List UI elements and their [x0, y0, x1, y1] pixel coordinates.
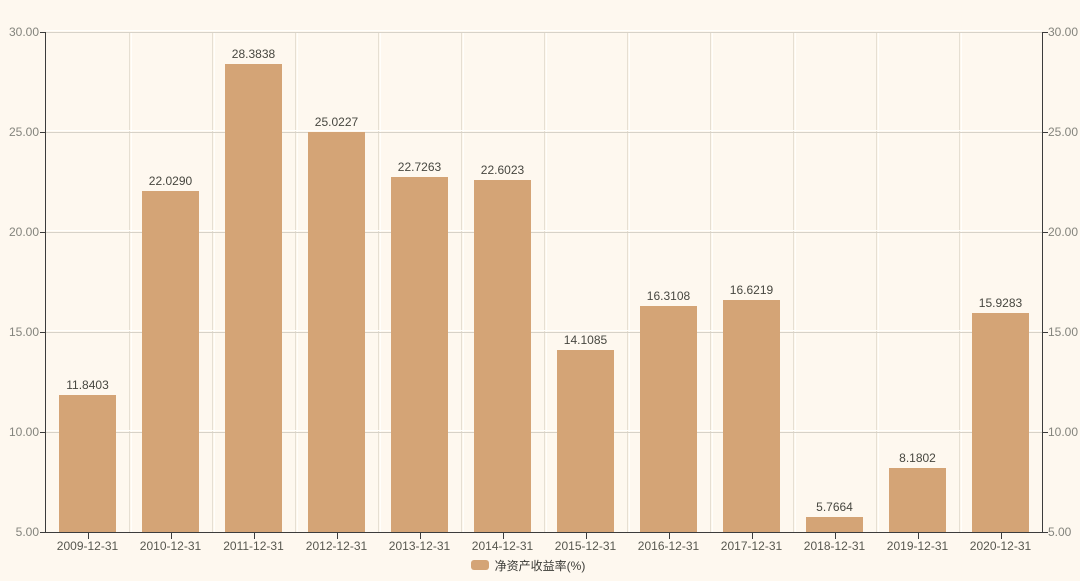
v-gridline [793, 32, 794, 532]
x-axis-label: 2019-12-31 [886, 539, 949, 553]
v-gridline [876, 32, 877, 532]
bar-value-label: 15.9283 [978, 296, 1023, 311]
bar[interactable] [972, 313, 1029, 532]
x-axis-tick [170, 533, 172, 539]
y-axis-label-left: 10.00 [8, 425, 39, 439]
v-gridline [378, 32, 379, 532]
y-axis-tick-left [40, 132, 45, 133]
legend-item-roe[interactable]: 净资产收益率(%) [0, 556, 1068, 574]
x-axis-tick [87, 533, 89, 539]
legend-swatch-icon [470, 560, 489, 570]
bar-value-label: 14.1085 [563, 332, 608, 347]
y-axis-tick-right [1043, 532, 1048, 533]
v-gridline [544, 32, 545, 532]
legend-label: 净资产收益率(%) [494, 558, 586, 573]
h-gridline [46, 132, 1042, 133]
x-axis-label: 2009-12-31 [56, 539, 119, 553]
bar-value-label: 11.8403 [66, 378, 109, 393]
bar[interactable] [308, 131, 365, 532]
x-axis-label: 2017-12-31 [720, 539, 783, 553]
v-gridline [627, 32, 628, 532]
x-axis-tick [502, 533, 504, 539]
x-axis-tick [834, 533, 836, 539]
y-axis-tick-left [40, 532, 45, 533]
bar-value-label: 16.6219 [729, 282, 774, 297]
bar[interactable] [225, 64, 282, 532]
y-axis-label-right: 20.00 [1048, 225, 1079, 239]
y-axis-label-right: 30.00 [1048, 25, 1079, 39]
v-gridline [710, 32, 711, 532]
h-gridline [46, 432, 1042, 433]
bar-value-label: 28.3838 [231, 47, 276, 62]
y-axis-label-right: 10.00 [1048, 425, 1079, 439]
bar[interactable] [806, 516, 863, 532]
x-axis-label: 2012-12-31 [305, 539, 368, 553]
bar[interactable] [474, 179, 531, 532]
bar[interactable] [391, 177, 448, 532]
y-axis-label-left: 20.00 [8, 225, 39, 239]
bar[interactable] [889, 468, 946, 532]
v-gridline [295, 32, 296, 532]
x-axis-label: 2020-12-31 [969, 539, 1032, 553]
x-axis-label: 2014-12-31 [471, 539, 534, 553]
x-axis-label: 2010-12-31 [139, 539, 202, 553]
y-axis-tick-right [1043, 332, 1048, 333]
bar-value-label: 22.6023 [480, 162, 525, 177]
y-axis-label-left: 25.00 [8, 125, 39, 139]
v-gridline [129, 32, 130, 532]
x-axis-tick [917, 533, 919, 539]
y-axis-label-right: 25.00 [1048, 125, 1079, 139]
bar-value-label: 22.0290 [148, 174, 193, 189]
v-gridline [212, 32, 213, 532]
x-axis-label: 2016-12-31 [637, 539, 700, 553]
x-axis-label: 2018-12-31 [803, 539, 866, 553]
bar[interactable] [557, 349, 614, 532]
y-axis-label-right: 5.00 [1048, 525, 1072, 539]
y-axis-tick-left [40, 432, 45, 433]
h-gridline [46, 32, 1042, 33]
bar-value-label: 22.7263 [397, 160, 442, 175]
bar-value-label: 5.7664 [816, 499, 853, 514]
y-axis-label-left: 5.00 [15, 525, 39, 539]
bar-value-label: 8.1802 [899, 451, 936, 466]
y-axis-tick-right [1043, 232, 1048, 233]
x-axis-tick [419, 533, 421, 539]
y-axis-tick-left [40, 232, 45, 233]
bar-value-label: 16.3108 [646, 288, 691, 303]
y-axis-label-left: 15.00 [8, 325, 39, 339]
y-axis-tick-right [1043, 432, 1048, 433]
x-axis-tick [253, 533, 255, 539]
h-gridline [46, 232, 1042, 233]
y-axis-tick-left [40, 32, 45, 33]
x-axis-tick [751, 533, 753, 539]
x-axis-tick [336, 533, 338, 539]
bar[interactable] [142, 191, 199, 532]
bar[interactable] [640, 305, 697, 532]
x-axis-tick [585, 533, 587, 539]
plot-area: 30.00 30.00 25.00 25.00 20.00 20.00 15.00 15.00… [9, 26, 1078, 553]
y-axis-tick-right [1043, 132, 1048, 133]
x-axis-tick [668, 533, 670, 539]
bar[interactable] [59, 395, 116, 532]
y-axis-tick-right [1043, 32, 1048, 33]
h-gridline [46, 332, 1042, 333]
y-axis-label-left: 30.00 [8, 25, 39, 39]
x-axis-label: 2013-12-31 [388, 539, 451, 553]
v-gridline [461, 32, 462, 532]
x-axis-tick [1000, 533, 1002, 539]
v-gridline [959, 32, 960, 532]
x-axis-label: 2011-12-31 [223, 539, 284, 553]
y-axis-label-right: 15.00 [1048, 325, 1079, 339]
bar-value-label: 25.0227 [314, 114, 359, 129]
y-axis-tick-left [40, 332, 45, 333]
x-axis-label: 2015-12-31 [554, 539, 617, 553]
bar[interactable] [723, 299, 780, 532]
